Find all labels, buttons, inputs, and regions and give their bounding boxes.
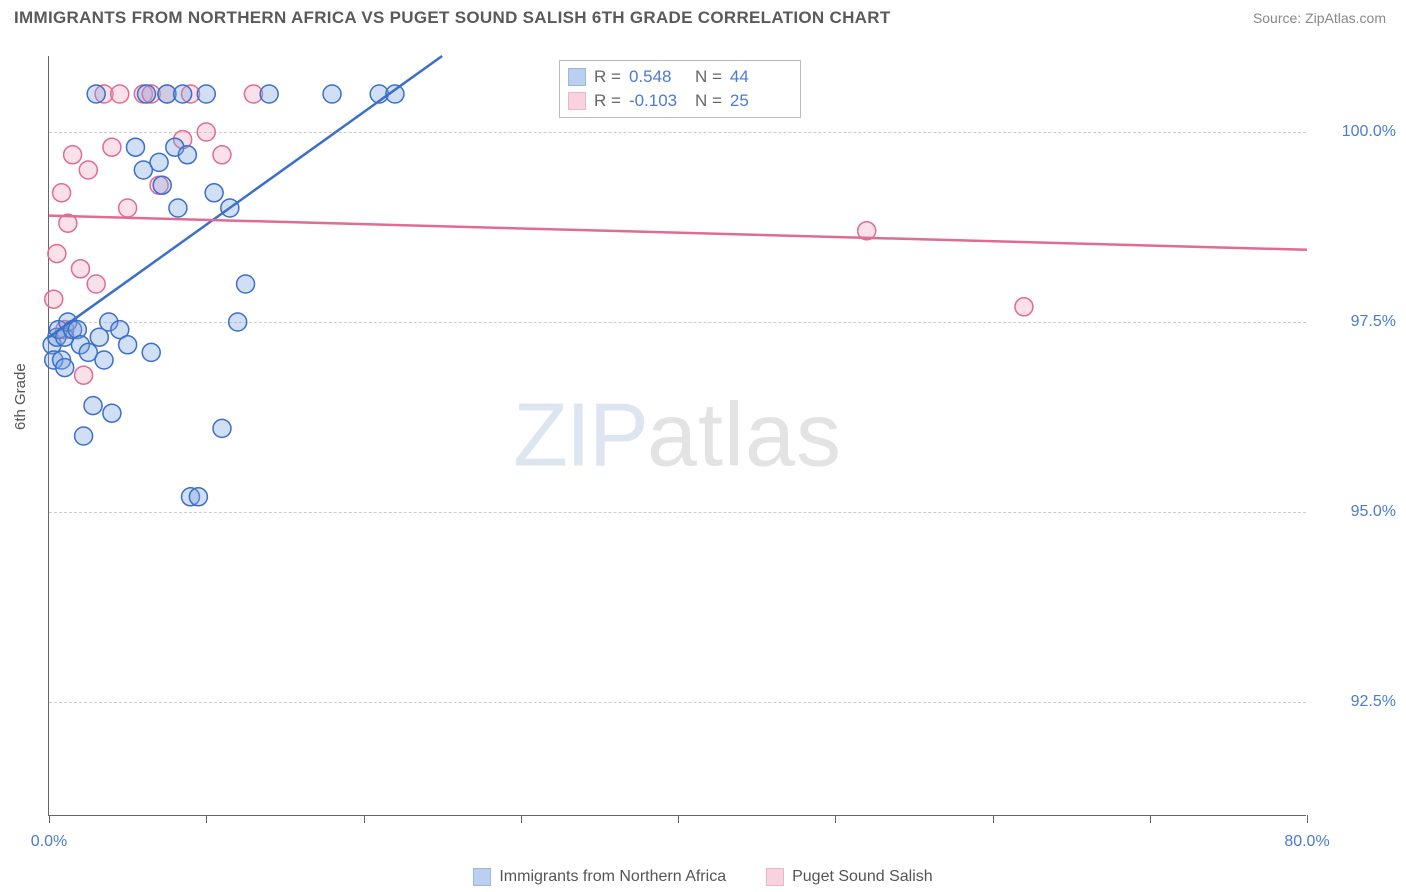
x-tick <box>678 815 679 823</box>
data-point <box>103 138 121 156</box>
chart-header: IMMIGRANTS FROM NORTHERN AFRICA VS PUGET… <box>0 0 1406 32</box>
data-point <box>79 161 97 179</box>
x-tick-label: 0.0% <box>31 833 67 851</box>
legend-item: Immigrants from Northern Africa <box>473 868 726 886</box>
y-tick-label: 95.0% <box>1316 503 1396 521</box>
stat-r-label: R = <box>594 67 621 87</box>
data-point <box>103 404 121 422</box>
data-point <box>119 199 137 217</box>
stats-legend-row: R = -0.103 N = 25 <box>568 89 788 113</box>
x-tick <box>206 815 207 823</box>
data-point <box>197 85 215 103</box>
data-point <box>137 85 155 103</box>
x-tick <box>993 815 994 823</box>
data-point <box>111 85 129 103</box>
x-tick <box>1150 815 1151 823</box>
x-tick-label: 80.0% <box>1284 833 1329 851</box>
x-tick <box>1307 815 1308 823</box>
data-point <box>84 397 102 415</box>
data-point <box>87 85 105 103</box>
data-point <box>174 85 192 103</box>
data-point <box>142 343 160 361</box>
y-tick-label: 92.5% <box>1316 693 1396 711</box>
data-point <box>87 275 105 293</box>
data-point <box>169 199 187 217</box>
data-point <box>95 351 113 369</box>
legend-item: Puget Sound Salish <box>766 868 933 886</box>
stat-n-label: N = <box>695 67 722 87</box>
source-prefix: Source: <box>1253 10 1305 26</box>
stat-r-value: 0.548 <box>629 67 687 87</box>
data-point <box>260 85 278 103</box>
legend-label: Immigrants from Northern Africa <box>499 868 726 886</box>
bottom-legend: Immigrants from Northern Africa Puget Sou… <box>0 868 1406 886</box>
data-point <box>48 245 66 263</box>
chart-area: 92.5%95.0%97.5%100.0% 0.0%80.0% ZIPatlas… <box>48 56 1306 816</box>
legend-swatch <box>568 68 586 86</box>
data-point <box>64 146 82 164</box>
stat-r-value: -0.103 <box>629 91 687 111</box>
legend-swatch <box>766 868 784 886</box>
regression-line <box>49 216 1307 250</box>
y-axis-label: 6th Grade <box>12 363 29 430</box>
data-point <box>323 85 341 103</box>
data-point <box>189 488 207 506</box>
x-tick <box>835 815 836 823</box>
data-point <box>205 184 223 202</box>
data-point <box>119 336 137 354</box>
legend-swatch <box>473 868 491 886</box>
data-point <box>75 366 93 384</box>
data-point <box>71 260 89 278</box>
stat-n-label: N = <box>695 91 722 111</box>
data-point <box>45 290 63 308</box>
data-point <box>213 146 231 164</box>
source-attribution: Source: ZipAtlas.com <box>1253 10 1386 26</box>
data-point <box>75 427 93 445</box>
y-tick-label: 100.0% <box>1316 123 1396 141</box>
stats-legend-row: R = 0.548 N = 44 <box>568 65 788 89</box>
chart-title: IMMIGRANTS FROM NORTHERN AFRICA VS PUGET… <box>14 8 891 28</box>
stat-n-value: 25 <box>730 91 788 111</box>
data-point <box>56 359 74 377</box>
data-point <box>153 176 171 194</box>
x-tick <box>364 815 365 823</box>
data-point <box>150 153 168 171</box>
y-tick-label: 97.5% <box>1316 313 1396 331</box>
data-point <box>1015 298 1033 316</box>
data-point <box>53 184 71 202</box>
x-tick <box>521 815 522 823</box>
source-link[interactable]: ZipAtlas.com <box>1305 10 1386 26</box>
stats-legend-box: R = 0.548 N = 44 R = -0.103 N = 25 <box>559 60 801 118</box>
stat-n-value: 44 <box>730 67 788 87</box>
data-point <box>213 419 231 437</box>
data-point <box>197 123 215 141</box>
data-point <box>126 138 144 156</box>
data-point <box>237 275 255 293</box>
data-point <box>178 146 196 164</box>
stat-r-label: R = <box>594 91 621 111</box>
scatter-plot-svg <box>49 56 1306 815</box>
legend-swatch <box>568 92 586 110</box>
legend-label: Puget Sound Salish <box>792 868 933 886</box>
x-tick <box>49 815 50 823</box>
data-point <box>229 313 247 331</box>
